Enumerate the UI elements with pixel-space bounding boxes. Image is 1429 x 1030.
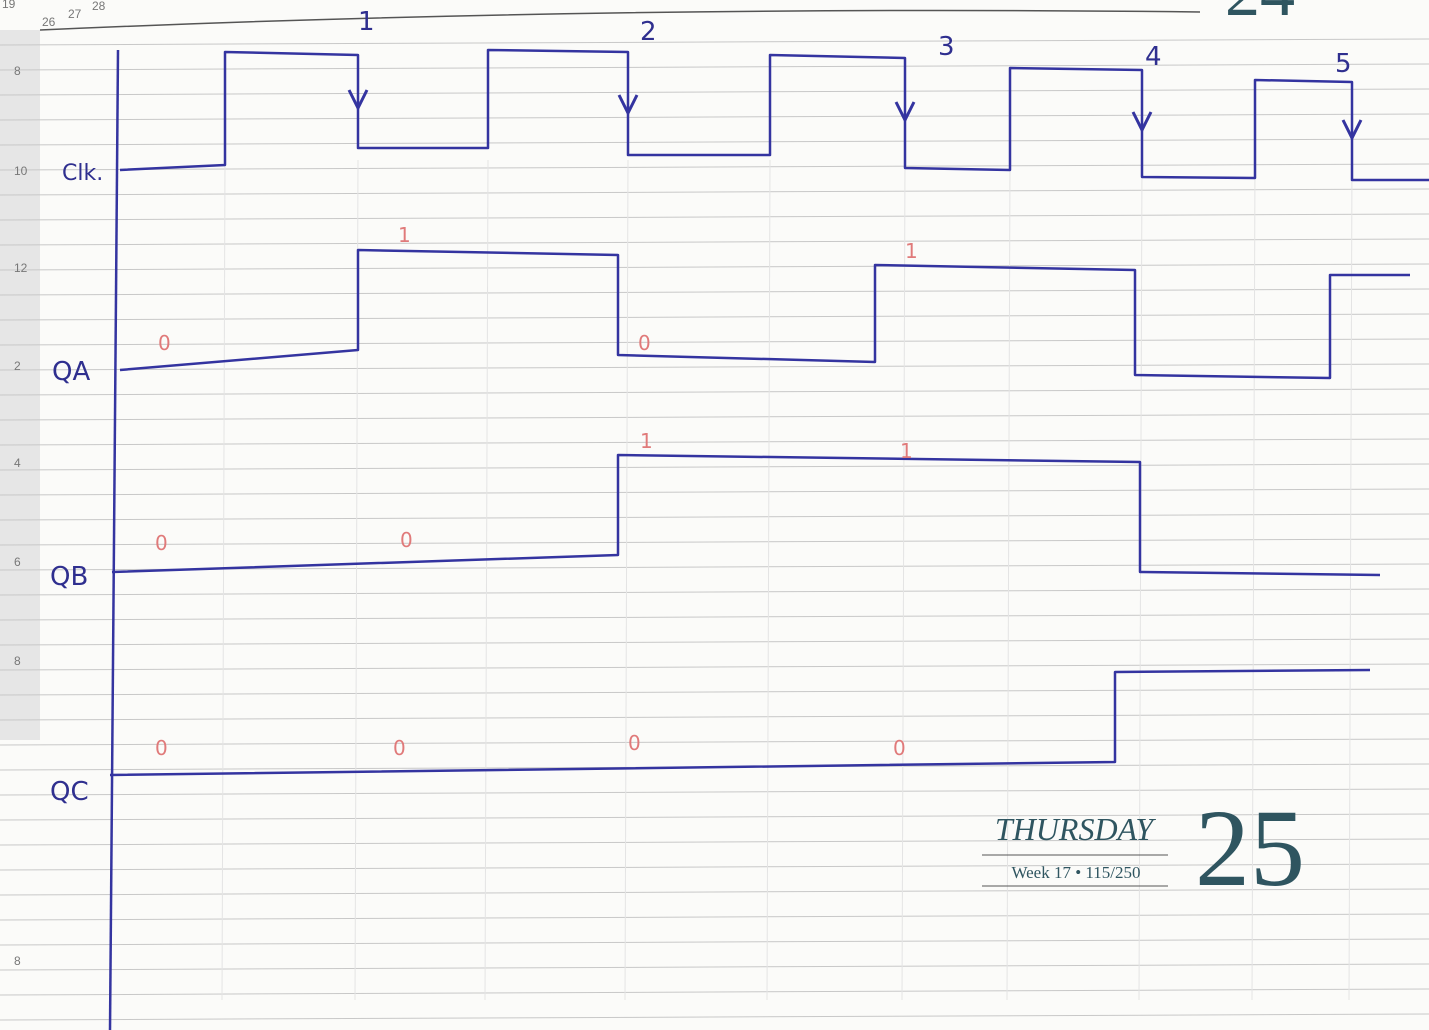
state-annotation: 0 (393, 736, 406, 760)
rule-line (0, 89, 1429, 95)
pulse-number: 2 (640, 17, 657, 47)
rule-line (0, 114, 1429, 120)
rule-line (0, 664, 1429, 670)
calendar-day: 19 (2, 0, 16, 11)
rule-line (0, 314, 1429, 320)
rule-line (0, 464, 1429, 470)
rule-line (0, 939, 1429, 945)
faint-line (1007, 160, 1010, 1000)
rule-line (0, 1014, 1429, 1020)
hour-strip (0, 30, 40, 740)
rule-line (0, 739, 1429, 745)
rule-line (0, 389, 1429, 395)
rule-line (0, 264, 1429, 270)
rule-line (0, 639, 1429, 645)
rule-line (0, 614, 1429, 620)
hour-label: 6 (14, 555, 21, 569)
rule-line (0, 339, 1429, 345)
rule-line (0, 714, 1429, 720)
faint-line (767, 160, 770, 1000)
page-number: 24 (1225, 0, 1295, 31)
rule-line (0, 589, 1429, 595)
rule-line (0, 539, 1429, 545)
state-annotation: 0 (400, 528, 413, 552)
state-annotation: 0 (155, 736, 168, 760)
weekday: THURSDAY (995, 811, 1156, 847)
rule-line (0, 414, 1429, 420)
hour-label: 12 (14, 261, 28, 275)
rule-line (0, 214, 1429, 220)
planner-page: 19 26 27 28 24 THURSDAY Week 17 • 115/25… (0, 0, 1429, 1030)
week-info: Week 17 • 115/250 (1011, 863, 1140, 882)
state-annotation: 1 (900, 439, 913, 463)
hour-label: 8 (14, 654, 21, 668)
signal-label: QA (52, 357, 90, 387)
qc-wave (110, 670, 1370, 775)
state-annotation: 0 (155, 531, 168, 555)
state-annotation: 1 (640, 429, 653, 453)
pulse-number: 1 (358, 7, 375, 37)
hour-label: 4 (14, 456, 21, 470)
page-edge (40, 10, 1200, 30)
pulse-number: 4 (1145, 42, 1162, 72)
state-annotation: 1 (905, 239, 918, 263)
rule-line (0, 239, 1429, 245)
faint-line (902, 160, 905, 1000)
hour-label: 10 (14, 164, 28, 178)
calendar-day: 28 (92, 0, 106, 13)
rule-line (0, 489, 1429, 495)
rule-line (0, 689, 1429, 695)
calendar-day: 26 (42, 15, 56, 29)
rule-line (0, 989, 1429, 995)
state-annotation: 0 (638, 331, 651, 355)
rule-line (0, 439, 1429, 445)
faint-line (485, 160, 488, 1000)
rule-line (0, 914, 1429, 920)
faint-line (1349, 160, 1352, 1000)
rule-line (0, 64, 1429, 70)
qa-wave (120, 250, 1410, 378)
state-annotation: 1 (398, 223, 411, 247)
faint-line (625, 160, 628, 1000)
page: 19 26 27 28 24 THURSDAY Week 17 • 115/25… (0, 0, 1429, 1030)
state-annotation: 0 (893, 736, 906, 760)
rule-line (0, 964, 1429, 970)
hour-label: 2 (14, 359, 21, 373)
rule-line (0, 289, 1429, 295)
axis-line (110, 50, 118, 1030)
edge-arrows (349, 90, 1361, 138)
signal-label: QC (50, 777, 89, 807)
signal-label: Clk. (62, 161, 103, 186)
state-annotation: 0 (628, 731, 641, 755)
hour-label: 8 (14, 64, 21, 78)
rule-line (0, 139, 1429, 145)
rule-line (0, 189, 1429, 195)
pulse-number: 3 (938, 32, 955, 62)
day-number: 25 (1195, 787, 1305, 909)
rule-line (0, 514, 1429, 520)
faint-line (222, 160, 225, 1000)
state-annotation: 0 (158, 331, 171, 355)
rule-line (0, 364, 1429, 370)
signal-label: QB (50, 562, 88, 592)
rule-line (0, 39, 1429, 45)
hour-label: 8 (14, 954, 21, 968)
pulse-number: 5 (1335, 49, 1352, 79)
calendar-day: 27 (68, 7, 82, 21)
